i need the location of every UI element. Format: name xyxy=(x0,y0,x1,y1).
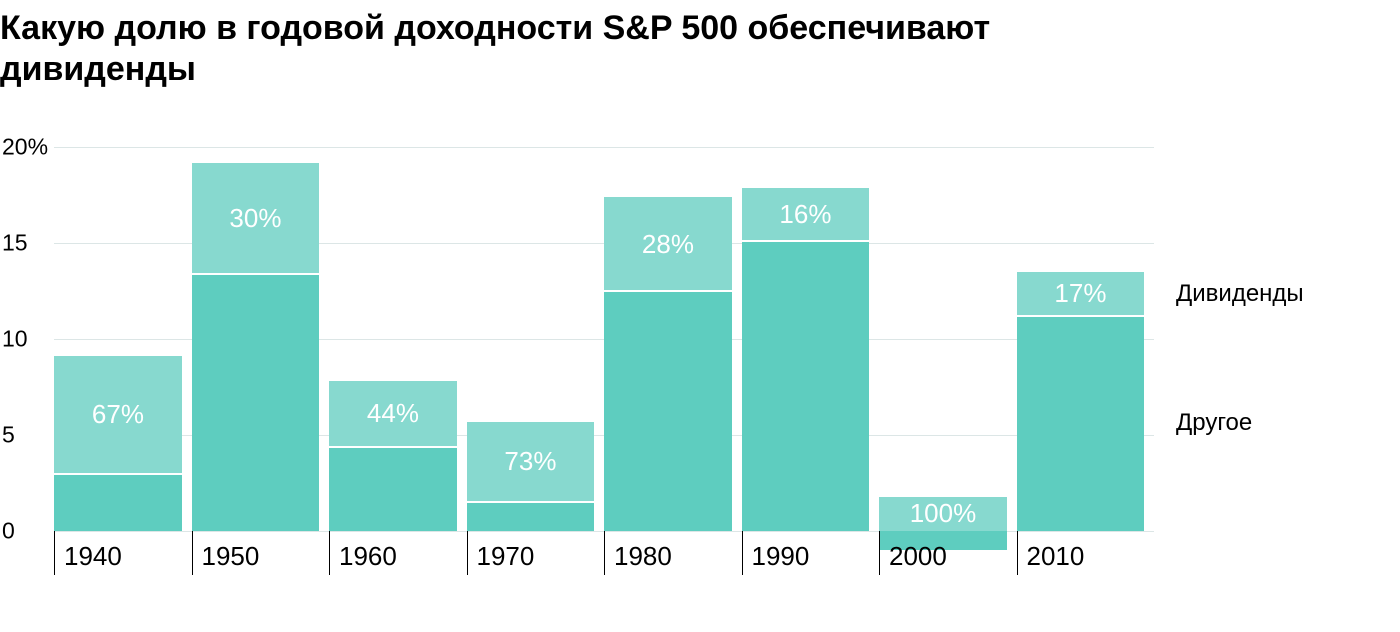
bar-divider xyxy=(742,240,870,242)
x-tick-label: 1950 xyxy=(202,541,260,572)
legend-other: Другое xyxy=(1176,409,1252,437)
bar-group: 16% xyxy=(742,128,870,560)
bar-segment-other xyxy=(54,474,182,532)
bar-segment-dividend xyxy=(1017,272,1145,316)
bar-group: 73% xyxy=(467,128,595,560)
bar-divider xyxy=(467,501,595,503)
x-tick-line xyxy=(604,531,605,575)
bar-segment-other xyxy=(467,502,595,531)
bar-segment-dividend xyxy=(879,497,1007,532)
bar-segment-other xyxy=(742,241,870,531)
x-tick-line xyxy=(742,531,743,575)
x-tick-label: 1970 xyxy=(477,541,535,572)
bar-divider xyxy=(192,273,320,275)
bar-group: 17% xyxy=(1017,128,1145,560)
bar-segment-other xyxy=(1017,316,1145,531)
chart-container: Какую долю в годовой доходности S&P 500 … xyxy=(0,0,1400,632)
y-tick-label: 20% xyxy=(0,134,46,161)
bar-group: 30% xyxy=(192,128,320,560)
x-tick-line xyxy=(879,531,880,575)
x-tick-line xyxy=(467,531,468,575)
bar-divider xyxy=(54,473,182,475)
bar-segment-other xyxy=(329,447,457,531)
y-tick-label: 5 xyxy=(0,422,46,449)
y-tick-label: 0 xyxy=(0,518,46,545)
bar-group: 100% xyxy=(879,128,1007,560)
bar-group: 44% xyxy=(329,128,457,560)
bar-group: 67% xyxy=(54,128,182,560)
legend: Дивиденды Другое xyxy=(1176,0,1400,632)
bar-segment-dividend xyxy=(604,197,732,291)
x-tick-label: 2000 xyxy=(889,541,947,572)
bar-group: 28% xyxy=(604,128,732,560)
x-tick-line xyxy=(329,531,330,575)
bar-segment-other xyxy=(192,274,320,531)
x-tick-label: 1980 xyxy=(614,541,672,572)
x-tick-line xyxy=(54,531,55,575)
x-tick-label: 1940 xyxy=(64,541,122,572)
y-tick-label: 15 xyxy=(0,230,46,257)
bar-segment-other xyxy=(604,291,732,531)
bar-divider xyxy=(604,290,732,292)
bar-segment-dividend xyxy=(192,163,320,274)
bar-segment-dividend xyxy=(467,422,595,503)
bar-segment-dividend xyxy=(742,188,870,242)
bar-divider xyxy=(329,446,457,448)
x-tick-label: 2010 xyxy=(1027,541,1085,572)
plot-area: 67%30%44%73%28%16%100%17% xyxy=(54,128,1154,560)
x-tick-line xyxy=(192,531,193,575)
bar-divider xyxy=(1017,315,1145,317)
x-tick-line xyxy=(1017,531,1018,575)
bar-segment-dividend xyxy=(329,381,457,446)
x-tick-label: 1990 xyxy=(752,541,810,572)
legend-dividends: Дивиденды xyxy=(1176,280,1304,308)
x-tick-label: 1960 xyxy=(339,541,397,572)
bar-segment-dividend xyxy=(54,356,182,473)
y-tick-label: 10 xyxy=(0,326,46,353)
